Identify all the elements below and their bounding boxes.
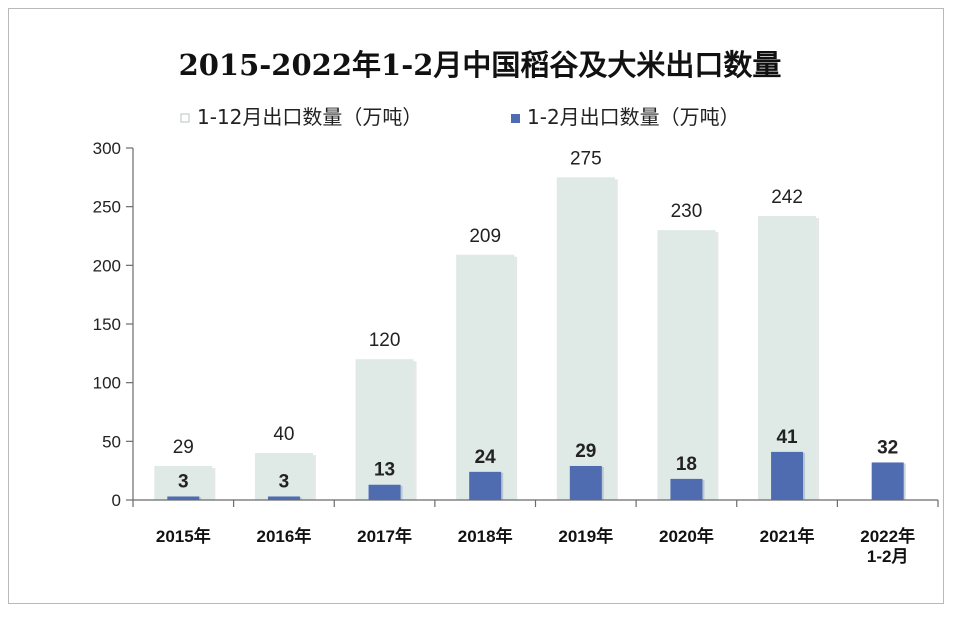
y-tick-label: 0 — [112, 491, 121, 510]
x-tick-label: 2016年 — [257, 526, 312, 546]
data-label-annual: 209 — [469, 226, 501, 247]
data-label-jan-feb: 29 — [575, 441, 596, 462]
legend-label-jan-feb: 1-2月出口数量（万吨） — [527, 105, 740, 129]
data-label-jan-feb: 13 — [374, 460, 395, 481]
bar-jan-feb — [368, 484, 401, 500]
bar-annual — [657, 230, 716, 500]
legend-swatch-jan-feb — [511, 114, 520, 123]
data-label-annual: 40 — [273, 424, 294, 445]
x-tick-label: 2021年 — [760, 526, 815, 546]
bar-jan-feb — [871, 462, 904, 500]
data-label-annual: 29 — [173, 437, 194, 458]
y-tick-label: 150 — [93, 315, 121, 334]
bar-annual — [456, 254, 515, 500]
bar-annual — [556, 177, 615, 501]
bar-jan-feb — [771, 451, 804, 500]
y-tick-label: 100 — [93, 374, 121, 393]
data-label-jan-feb: 3 — [279, 471, 290, 492]
data-labels: 29 40 120 209 275 230 242 3 3 13 24 29 18 41 32 — [173, 148, 899, 492]
data-label-annual: 120 — [369, 330, 401, 351]
legend-label-annual: 1-12月出口数量（万吨） — [197, 105, 422, 129]
bar-annual — [254, 453, 313, 500]
bar-jan-feb — [670, 478, 703, 500]
data-label-jan-feb: 18 — [676, 454, 697, 475]
bars-annual — [154, 177, 820, 501]
bar-jan-feb — [267, 496, 300, 500]
bar-jan-feb — [167, 496, 200, 500]
bar-annual — [355, 359, 414, 500]
data-label-jan-feb: 32 — [877, 437, 898, 458]
data-label-jan-feb: 41 — [776, 427, 798, 448]
chart-title: 2015-2022年1-2月中国稻谷及大米出口数量 — [179, 48, 782, 82]
data-label-jan-feb: 24 — [475, 447, 497, 468]
bar-annual — [154, 465, 213, 500]
x-tick-label: 2015年 — [156, 526, 211, 546]
data-label-annual: 242 — [771, 187, 803, 208]
x-tick-label: 2017年 — [357, 526, 412, 546]
legend: 1-12月出口数量（万吨） 1-2月出口数量（万吨） — [180, 105, 740, 129]
x-tick-label: 2022年 1-2月 — [860, 526, 915, 566]
y-tick-label: 250 — [93, 198, 121, 217]
legend-swatch-annual — [180, 113, 190, 123]
x-tick-label: 2020年 — [659, 526, 714, 546]
data-label-jan-feb: 3 — [178, 471, 189, 492]
x-tick-label: 2019年 — [558, 526, 613, 546]
y-tick-label: 200 — [93, 256, 121, 275]
x-tick-label: 2018年 — [458, 526, 513, 546]
data-label-annual: 275 — [570, 148, 602, 169]
bar-jan-feb — [569, 465, 602, 500]
bar-jan-feb — [469, 471, 502, 500]
y-tick-label: 300 — [93, 139, 121, 158]
bars-jan-feb — [167, 451, 906, 500]
y-tick-label: 50 — [102, 432, 121, 451]
data-label-annual: 230 — [671, 201, 703, 222]
axes: 0 50 100 150 200 250 300 2015年 2016年 2017年 2018年 20… — [93, 139, 939, 566]
